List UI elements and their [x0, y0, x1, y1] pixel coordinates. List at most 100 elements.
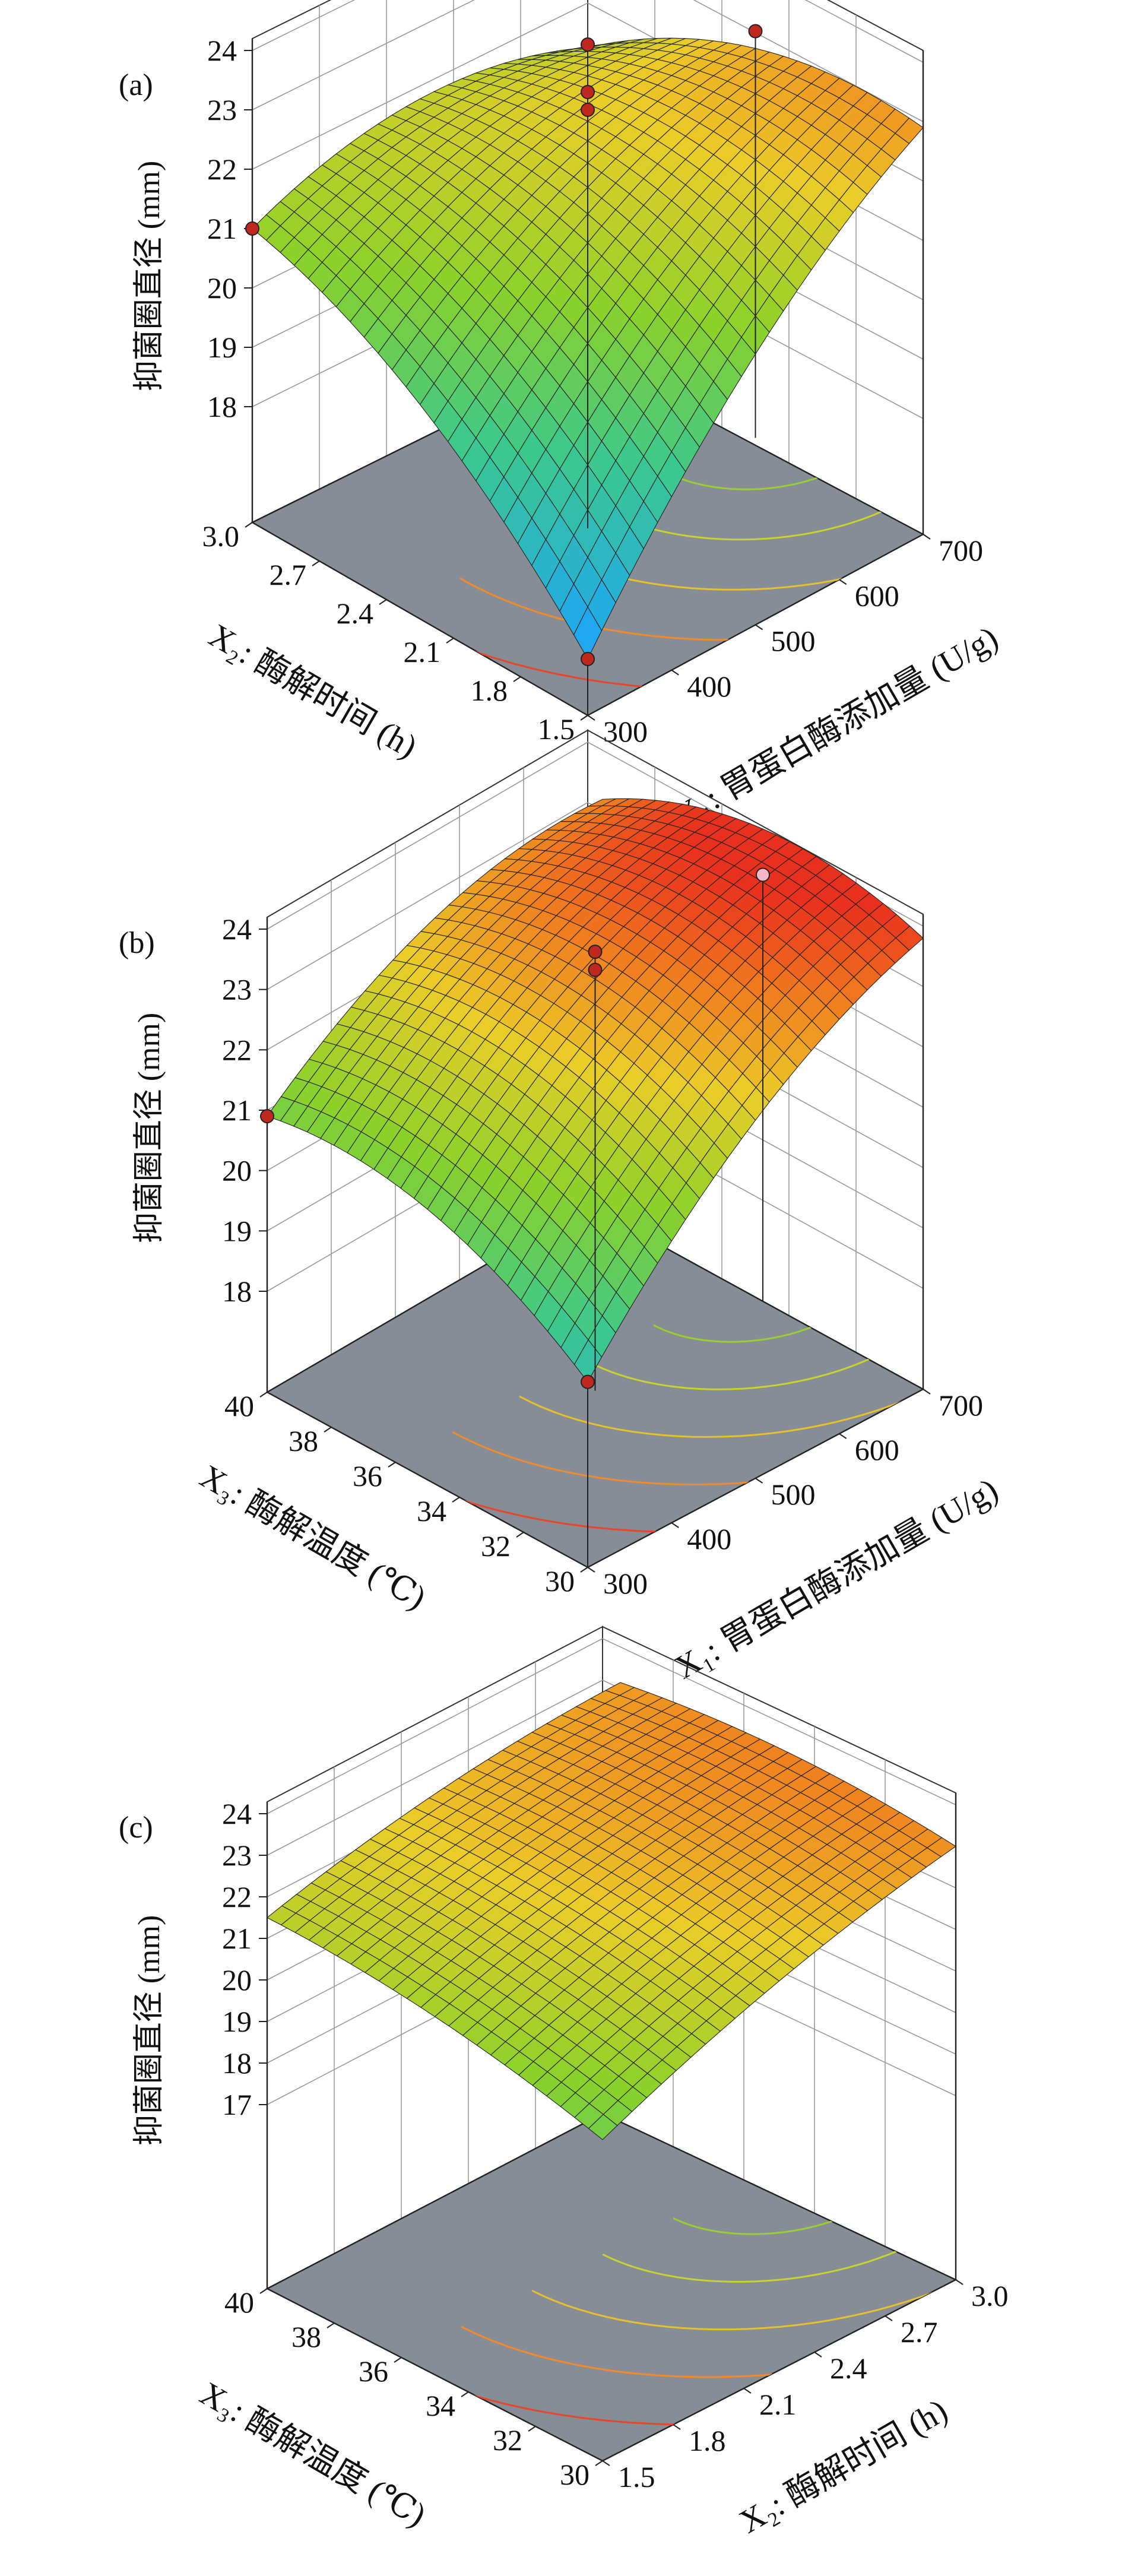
response-surface [267, 798, 924, 1383]
right-tick-label: 300 [603, 1567, 648, 1600]
z-tick-label: 18 [222, 1275, 252, 1308]
left-axis-label: X₃: 酶解温度 (℃) [194, 2375, 432, 2534]
right-tick-mark [671, 1522, 679, 1528]
z-tick-label: 17 [222, 2088, 252, 2121]
right-tick-label: 2.4 [830, 2352, 867, 2385]
design-point [748, 24, 763, 39]
left-axis-ticks: 3.0 2.7 2.4 2.1 1.8 1.5 [202, 519, 588, 746]
z-tick-label: 20 [222, 1154, 252, 1187]
left-tick-mark [324, 1427, 332, 1433]
contour-line [452, 1205, 923, 1486]
z-tick-label: 23 [222, 1839, 252, 1872]
left-tick-label: 32 [493, 2423, 522, 2457]
right-tick-mark [814, 2352, 822, 2358]
design-point [588, 962, 603, 977]
z-tick-label: 19 [222, 2005, 252, 2038]
right-tick-label: 700 [939, 534, 983, 567]
right-tick-label: 500 [771, 1478, 816, 1511]
left-axis-label: X₃: 酶解温度 (℃) [194, 1458, 432, 1617]
z-ticks: 18 19 20 21 22 23 24 [222, 912, 267, 1308]
left-tick-label: 30 [545, 1564, 575, 1598]
design-point [260, 1109, 274, 1124]
right-tick-label: 300 [603, 715, 648, 748]
z-tick-label: 21 [222, 1922, 252, 1955]
left-tick-label: 34 [417, 1494, 446, 1528]
right-axis-label: X₁: 胃蛋白酶添加量 (U/g) [668, 1471, 1004, 1686]
left-tick-mark [259, 1392, 268, 1398]
left-tick-mark [327, 2322, 335, 2328]
panel-c: (c) 抑菌圈直径 (mm) X₃: 酶解温度 (℃) X₂: 酶解时间 (h)… [119, 1626, 1009, 2540]
left-tick-label: 34 [426, 2389, 455, 2422]
right-tick-label: 2.7 [901, 2315, 938, 2349]
design-point [756, 867, 770, 882]
left-axis-ticks: 40 38 36 34 32 30 [224, 1389, 588, 1598]
contour-line [531, 2114, 956, 2331]
contour-line [519, 1205, 923, 1438]
response-surface [252, 37, 924, 660]
left-tick-mark [446, 638, 454, 644]
left-tick-label: 2.1 [404, 635, 441, 668]
right-tick-label: 400 [687, 1522, 731, 1555]
left-tick-mark [528, 2426, 536, 2432]
left-tick-mark [595, 2460, 603, 2466]
z-axis-label: 抑菌圈直径 (mm) [132, 1013, 166, 1244]
panel-label: (c) [119, 1811, 153, 1845]
wall-gridline [267, 1638, 956, 1814]
design-points [245, 24, 763, 715]
contour-line [390, 2114, 956, 2426]
right-tick-label: 500 [771, 625, 816, 658]
right-tick-mark [923, 534, 931, 540]
right-tick-label: 1.8 [689, 2424, 726, 2457]
z-tick-label: 22 [222, 1033, 252, 1066]
z-tick-label: 20 [207, 271, 237, 305]
z-axis-label: 抑菌圈直径 (mm) [132, 1915, 166, 2146]
z-tick-label: 18 [222, 2046, 252, 2080]
left-tick-label: 30 [560, 2458, 589, 2491]
contour-line [392, 356, 923, 691]
design-point [581, 103, 595, 117]
left-axis-label: X₂: 酶解时间 (h) [202, 617, 423, 765]
left-tick-label: 1.5 [538, 712, 575, 746]
contour-line [459, 356, 923, 641]
z-tick-label: 24 [222, 1797, 252, 1830]
left-tick-mark [312, 560, 320, 566]
left-tick-label: 1.8 [471, 674, 508, 707]
right-tick-mark [839, 1433, 847, 1439]
left-tick-mark [379, 599, 387, 605]
z-ticks: 18 19 20 21 22 23 24 [207, 34, 252, 423]
panel-label: (a) [119, 68, 153, 102]
contour-line [385, 1205, 923, 1533]
surface-cell [588, 2114, 618, 2140]
left-tick-label: 3.0 [202, 519, 240, 553]
right-tick-label: 600 [855, 579, 899, 612]
right-tick-label: 3.0 [971, 2279, 1009, 2312]
right-tick-label: 1.5 [618, 2460, 655, 2493]
right-tick-mark [885, 2315, 893, 2321]
left-tick-mark [245, 522, 253, 528]
left-axis-ticks: 40 38 36 34 32 30 [224, 2286, 603, 2491]
contour-line [527, 356, 923, 591]
left-tick-mark [388, 1462, 396, 1468]
contour-line [461, 2114, 956, 2378]
right-tick-label: 700 [939, 1389, 983, 1422]
z-axis-label: 抑菌圈直径 (mm) [132, 161, 166, 392]
z-tick-label: 23 [222, 973, 252, 1006]
z-tick-label: 22 [222, 1880, 252, 1913]
left-tick-mark [513, 676, 521, 682]
z-tick-label: 23 [207, 93, 237, 126]
left-tick-mark [580, 1567, 588, 1573]
right-tick-mark [755, 624, 763, 630]
design-point [581, 37, 595, 52]
design-point [581, 85, 595, 99]
z-tick-label: 21 [222, 1094, 252, 1127]
right-axis-ticks: 300 400 500 600 700 [587, 534, 983, 748]
design-points [260, 867, 770, 1567]
right-tick-mark [839, 579, 847, 585]
right-tick-mark [923, 1389, 931, 1395]
left-tick-mark [259, 2288, 268, 2294]
right-tick-mark [743, 2388, 752, 2394]
right-tick-mark [602, 2460, 610, 2466]
left-tick-label: 2.4 [337, 597, 374, 630]
z-tick-label: 19 [207, 331, 237, 364]
